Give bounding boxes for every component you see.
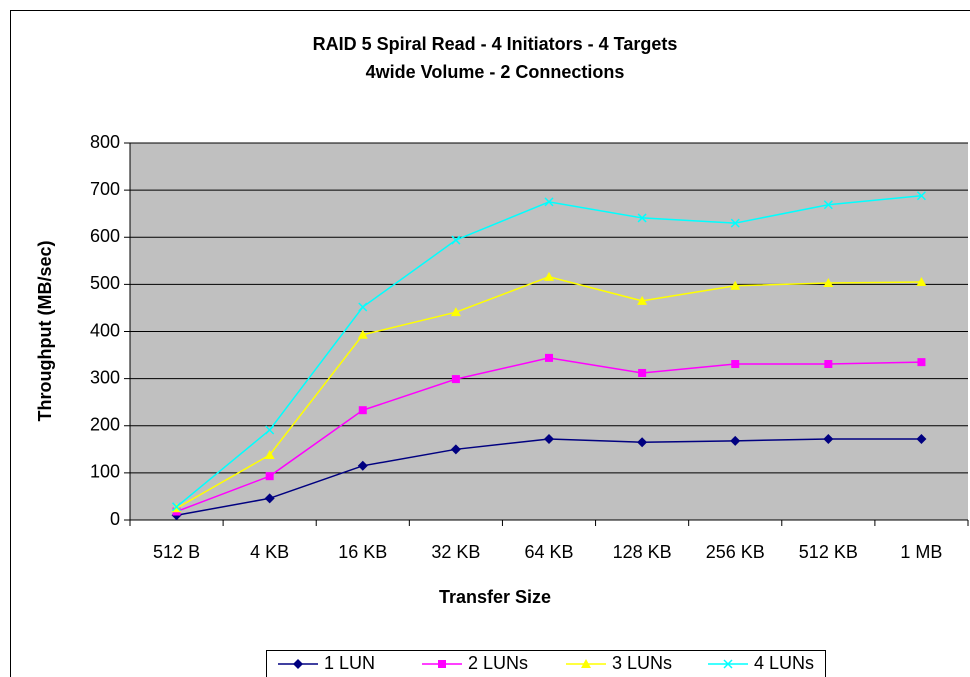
marker bbox=[264, 493, 275, 504]
y-tick-label: 500 bbox=[90, 273, 120, 293]
x-tick-label: 64 KB bbox=[524, 542, 573, 562]
y-axis-label: Throughput (MB/sec) bbox=[35, 241, 55, 422]
marker bbox=[637, 295, 648, 305]
marker bbox=[730, 218, 740, 228]
y-tick-label: 200 bbox=[90, 415, 120, 435]
marker bbox=[451, 375, 460, 384]
marker bbox=[637, 437, 648, 448]
marker bbox=[730, 435, 741, 446]
marker bbox=[172, 502, 182, 512]
chart-title: 4wide Volume - 2 Connections bbox=[366, 62, 625, 82]
marker bbox=[358, 406, 367, 415]
marker bbox=[723, 659, 733, 669]
marker bbox=[730, 280, 741, 290]
legend-label: 4 LUNs bbox=[754, 653, 814, 673]
legend-label: 3 LUNs bbox=[612, 653, 672, 673]
y-tick-label: 400 bbox=[90, 320, 120, 340]
marker bbox=[916, 277, 927, 287]
marker bbox=[358, 302, 368, 312]
y-tick-label: 700 bbox=[90, 179, 120, 199]
marker bbox=[357, 329, 368, 339]
marker bbox=[264, 449, 275, 459]
y-tick-label: 800 bbox=[90, 132, 120, 152]
marker bbox=[581, 659, 591, 668]
x-tick-label: 256 KB bbox=[706, 542, 765, 562]
marker bbox=[451, 235, 461, 245]
marker bbox=[545, 353, 553, 362]
marker bbox=[917, 358, 926, 367]
marker bbox=[916, 433, 927, 444]
marker bbox=[265, 472, 274, 481]
x-tick-label: 4 KB bbox=[250, 542, 289, 562]
marker bbox=[824, 360, 833, 369]
y-tick-label: 0 bbox=[110, 509, 120, 529]
y-tick-label: 600 bbox=[90, 226, 120, 246]
marker bbox=[293, 659, 303, 669]
x-tick-label: 128 KB bbox=[613, 542, 672, 562]
marker bbox=[916, 191, 926, 201]
x-tick-label: 1 MB bbox=[900, 542, 942, 562]
y-tick-label: 100 bbox=[90, 462, 120, 482]
legend-label: 2 LUNs bbox=[468, 653, 528, 673]
marker bbox=[731, 360, 740, 369]
marker bbox=[357, 460, 368, 471]
marker bbox=[265, 425, 275, 435]
x-tick-label: 512 KB bbox=[799, 542, 858, 562]
marker bbox=[438, 660, 446, 668]
x-tick-label: 512 B bbox=[153, 542, 200, 562]
chart-title: RAID 5 Spiral Read - 4 Initiators - 4 Ta… bbox=[313, 34, 678, 54]
legend-label: 1 LUN bbox=[324, 653, 375, 673]
marker bbox=[823, 200, 833, 210]
x-tick-label: 16 KB bbox=[338, 542, 387, 562]
marker bbox=[823, 433, 834, 444]
marker bbox=[544, 433, 554, 444]
x-axis-label: Transfer Size bbox=[439, 587, 551, 607]
marker bbox=[450, 444, 461, 455]
marker bbox=[544, 197, 554, 207]
x-tick-label: 32 KB bbox=[431, 542, 480, 562]
y-tick-label: 300 bbox=[90, 367, 120, 387]
marker bbox=[638, 368, 647, 377]
marker bbox=[823, 277, 834, 287]
marker bbox=[450, 307, 461, 317]
marker bbox=[637, 213, 647, 223]
marker bbox=[544, 271, 554, 281]
